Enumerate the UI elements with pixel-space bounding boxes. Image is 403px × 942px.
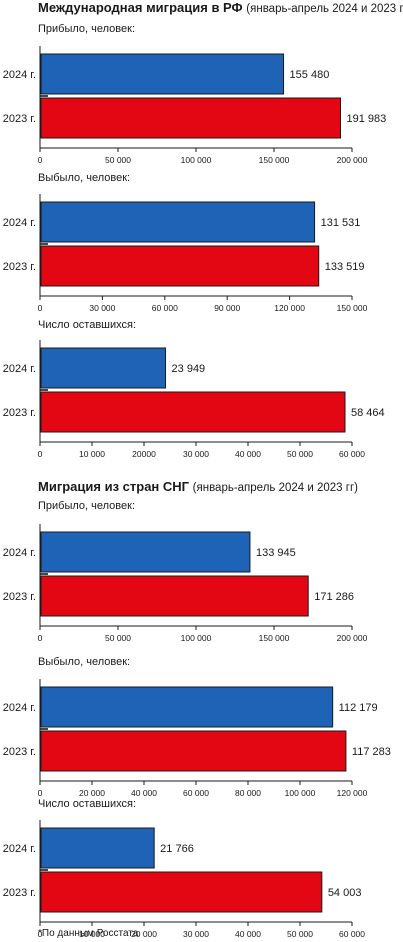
x-tick-label-1: 30 000 — [89, 303, 115, 313]
bar-0 — [40, 531, 251, 573]
chart-title-arrived-cis: Прибыло, человек: — [38, 500, 135, 512]
x-tick-label-3: 30 000 — [183, 929, 209, 939]
x-tick-label-1: 20 000 — [79, 788, 105, 798]
x-tick-label-6: 60 000 — [339, 449, 365, 459]
category-label-1: 2023 г. — [3, 113, 36, 125]
chart-arrived-rf: 2024 г. 155 480 2023 г. 191 983 0 50 000 100 0… — [3, 46, 386, 165]
x-tick-label-2: 100 000 — [181, 155, 212, 165]
chart-title-departed-cis: Выбыло, человек: — [38, 656, 131, 668]
x-tick-label-4: 120 000 — [274, 303, 305, 313]
category-label-0: 2024 г. — [3, 217, 36, 229]
value-label-1: 133 519 — [325, 261, 365, 273]
category-label-0: 2024 г. — [3, 363, 36, 375]
chart-departed-cis: 2024 г. 112 179 2023 г. 117 283 0 20 000 40 00… — [3, 679, 391, 798]
category-label-0: 2024 г. — [3, 702, 36, 714]
x-tick-label-6: 60 000 — [339, 929, 365, 939]
bar-0 — [40, 347, 167, 389]
footnote: *По данным Росстата — [38, 928, 139, 939]
value-label-0: 112 179 — [339, 702, 378, 714]
x-tick-label-2: 20 000 — [131, 929, 157, 939]
x-tick-label-3: 60 000 — [183, 788, 209, 798]
bar-0 — [40, 53, 285, 95]
x-tick-label-0: 0 — [38, 929, 43, 939]
bar-1 — [40, 871, 323, 913]
x-tick-label-2: 100 000 — [181, 633, 212, 643]
value-label-0: 23 949 — [172, 363, 206, 375]
x-tick-label-0: 0 — [38, 633, 43, 643]
bar-1 — [40, 391, 346, 433]
x-tick-label-5: 50 000 — [287, 929, 313, 939]
x-tick-label-5: 100 000 — [285, 788, 316, 798]
x-tick-label-0: 0 — [38, 449, 43, 459]
category-label-0: 2024 г. — [3, 547, 36, 559]
chart-title-arrived-rf: Прибыло, человек: — [38, 23, 135, 35]
x-tick-label-3: 90 000 — [214, 303, 240, 313]
chart-title-departed-rf: Выбыло, человек: — [38, 172, 131, 184]
category-label-1: 2023 г. — [3, 591, 36, 603]
x-tick-label-3: 30 000 — [183, 449, 209, 459]
value-label-0: 131 531 — [321, 217, 361, 229]
category-label-0: 2024 г. — [3, 843, 36, 855]
value-label-1: 58 464 — [351, 407, 385, 419]
category-label-1: 2023 г. — [3, 746, 36, 758]
x-tick-label-0: 0 — [38, 788, 43, 798]
x-tick-label-0: 0 — [38, 303, 43, 313]
bar-0 — [40, 827, 155, 869]
x-tick-label-3: 150 000 — [259, 633, 290, 643]
x-tick-label-1: 10 000 — [79, 929, 105, 939]
value-label-1: 54 003 — [328, 887, 362, 899]
x-tick-label-5: 150 000 — [337, 303, 368, 313]
value-label-1: 117 283 — [352, 746, 391, 758]
chart-remained-cis: 2024 г. 21 766 2023 г. 54 003 0 10 000 20 000 3… — [3, 820, 365, 939]
category-label-1: 2023 г. — [3, 261, 36, 273]
x-tick-label-4: 200 000 — [337, 633, 368, 643]
x-tick-label-0: 0 — [38, 155, 43, 165]
bar-0 — [40, 201, 316, 243]
x-tick-label-4: 80 000 — [235, 788, 261, 798]
chart-arrived-cis: 2024 г. 133 945 2023 г. 171 286 0 50 000 100 0… — [3, 524, 368, 643]
x-tick-label-1: 10 000 — [79, 449, 105, 459]
chart-remained-rf: 2024 г. 23 949 2023 г. 58 464 0 10 000 20000 30… — [3, 340, 385, 459]
category-label-0: 2024 г. — [3, 69, 36, 81]
chart-departed-rf: 2024 г. 131 531 2023 г. 133 519 0 30 000 60 00… — [3, 194, 368, 313]
value-label-0: 21 766 — [160, 843, 194, 855]
x-tick-label-4: 40 000 — [235, 449, 261, 459]
bar-1 — [40, 575, 309, 617]
x-tick-label-2: 60 000 — [152, 303, 178, 313]
bar-0 — [40, 686, 334, 728]
x-tick-label-1: 50 000 — [105, 633, 131, 643]
category-label-1: 2023 г. — [3, 407, 36, 419]
x-tick-label-4: 40 000 — [235, 929, 261, 939]
value-label-0: 155 480 — [290, 69, 330, 81]
x-tick-label-4: 200 000 — [337, 155, 368, 165]
x-tick-label-2: 40 000 — [131, 788, 157, 798]
category-label-1: 2023 г. — [3, 887, 36, 899]
x-tick-label-1: 50 000 — [105, 155, 131, 165]
x-tick-label-2: 20000 — [132, 449, 156, 459]
value-label-1: 171 286 — [314, 591, 354, 603]
section-title-cis: Миграция из стран СНГ (январь-апрель 202… — [38, 479, 358, 494]
value-label-1: 191 983 — [346, 113, 386, 125]
section-title-international: Международная миграция в РФ (январь-апре… — [38, 0, 403, 15]
bar-1 — [40, 97, 341, 139]
x-tick-label-5: 50 000 — [287, 449, 313, 459]
value-label-0: 133 945 — [256, 547, 296, 559]
x-tick-label-6: 120 000 — [337, 788, 368, 798]
chart-title-remained-rf: Число оставшихся: — [38, 319, 137, 331]
bar-1 — [40, 730, 347, 772]
x-tick-label-3: 150 000 — [259, 155, 290, 165]
bar-1 — [40, 245, 320, 287]
chart-title-remained-cis: Число оставшихся: — [38, 798, 137, 810]
